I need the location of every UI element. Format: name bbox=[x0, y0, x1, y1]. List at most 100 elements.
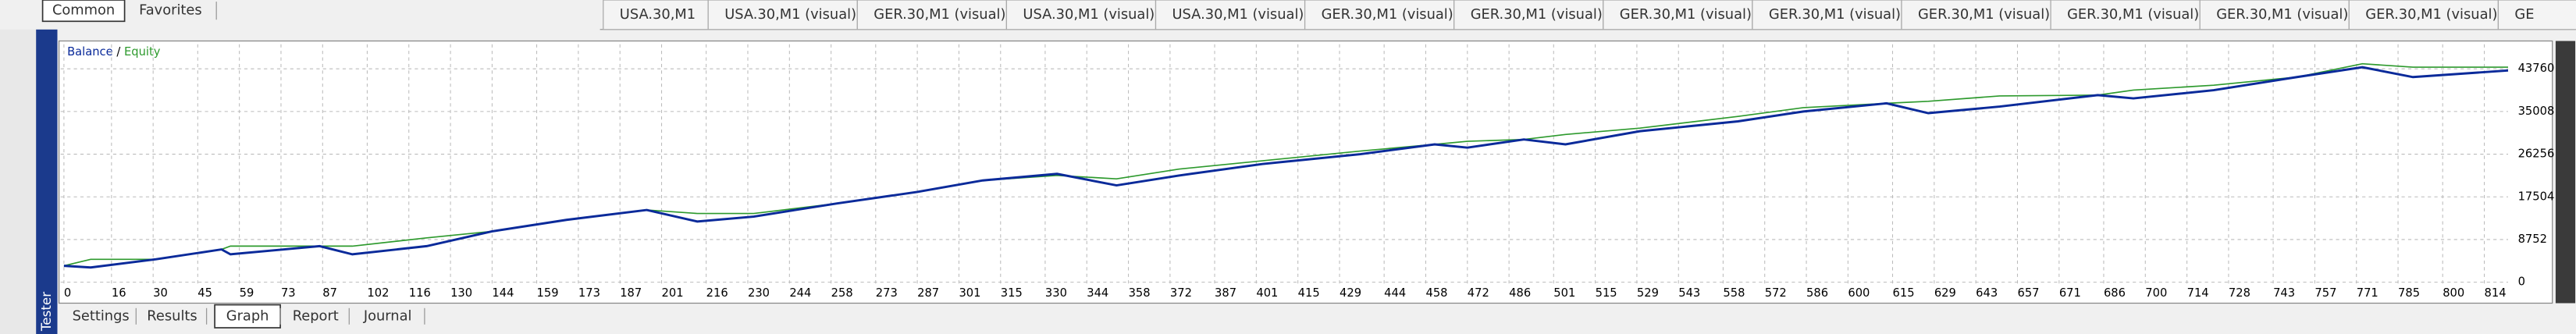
x-tick-label: 116 bbox=[409, 286, 431, 300]
x-tick-label: 700 bbox=[2145, 286, 2167, 300]
tab[interactable] bbox=[66, 304, 137, 328]
x-tick-label: 529 bbox=[1637, 286, 1659, 300]
x-tick-label: 800 bbox=[2443, 286, 2464, 300]
x-tick-label: 87 bbox=[322, 286, 337, 300]
x-tick-label: 358 bbox=[1129, 286, 1151, 300]
x-tick-label: 102 bbox=[367, 286, 389, 300]
x-tick-label: 201 bbox=[662, 286, 684, 300]
chart-tab-label[interactable]: GER.30,M1 (visual) bbox=[1322, 6, 1453, 23]
left-gutter bbox=[0, 29, 37, 334]
x-tick-label: 330 bbox=[1045, 286, 1067, 300]
x-tick-label: 771 bbox=[2357, 286, 2379, 300]
x-tick-label: 472 bbox=[1468, 286, 1489, 300]
chart-tab-label[interactable]: USA.30,M1 (visual) bbox=[1023, 6, 1155, 23]
chart-tab-label[interactable]: GER.30,M1 (visual) bbox=[1471, 6, 1603, 23]
scrollbar bbox=[2555, 41, 2576, 304]
legend-sep: / bbox=[113, 45, 124, 59]
bottom-tab[interactable]: Journal bbox=[363, 307, 412, 324]
chart-tab-label[interactable]: GER.30,M1 (visual) bbox=[2365, 6, 2497, 23]
chart-tab-label[interactable]: GER.30,M1 (visual) bbox=[1620, 6, 1752, 23]
tab[interactable] bbox=[350, 304, 425, 328]
x-tick-label: 558 bbox=[1723, 286, 1745, 300]
x-tick-label: 73 bbox=[281, 286, 296, 300]
series-line bbox=[63, 62, 2508, 267]
tab[interactable] bbox=[282, 304, 350, 328]
chart-tab[interactable] bbox=[2050, 0, 2201, 30]
x-tick-label: 287 bbox=[917, 286, 939, 300]
chart-tab[interactable] bbox=[2497, 0, 2576, 30]
tab-selected[interactable] bbox=[41, 0, 126, 23]
x-tick-label: 686 bbox=[2104, 286, 2126, 300]
x-tick-label: 387 bbox=[1215, 286, 1236, 300]
chart-tab[interactable] bbox=[1155, 0, 1306, 30]
chart-tab-label[interactable]: USA.30,M1 (visual) bbox=[1172, 6, 1304, 23]
chart-tab[interactable] bbox=[1901, 0, 2051, 30]
x-tick-label: 59 bbox=[240, 286, 254, 300]
x-tick-label: 173 bbox=[578, 286, 600, 300]
x-tick-label: 0 bbox=[64, 286, 71, 300]
chart-tab[interactable] bbox=[1603, 0, 1753, 30]
x-tick-label: 657 bbox=[2017, 286, 2039, 300]
x-tick-label: 543 bbox=[1678, 286, 1700, 300]
x-tick-label: 515 bbox=[1596, 286, 1617, 300]
chart-tab-label[interactable]: GER.30,M1 (visual) bbox=[2067, 6, 2199, 23]
legend-equity: Equity bbox=[124, 45, 161, 59]
y-tick-label: 0 bbox=[2518, 275, 2525, 289]
y-tick-label: 43760 bbox=[2518, 62, 2555, 75]
x-tick-label: 244 bbox=[789, 286, 811, 300]
x-tick-label: 586 bbox=[1806, 286, 1828, 300]
chart-tab-label[interactable]: GER.30,M1 (visual) bbox=[2216, 6, 2348, 23]
x-tick-label: 714 bbox=[2187, 286, 2209, 300]
x-tick-label: 315 bbox=[1001, 286, 1023, 300]
chart-tab-label[interactable]: USA.30,M1 bbox=[620, 6, 696, 23]
x-tick-label: 785 bbox=[2398, 286, 2420, 300]
bottom-tab[interactable]: Results bbox=[147, 307, 197, 324]
tab[interactable] bbox=[137, 304, 207, 328]
chart-tab[interactable] bbox=[2199, 0, 2350, 30]
chart-frame bbox=[58, 40, 2553, 304]
chart-tab-label[interactable]: USA.30,M1 (visual) bbox=[724, 6, 856, 23]
x-tick-label: 16 bbox=[112, 286, 126, 300]
x-tick-label: 757 bbox=[2314, 286, 2336, 300]
x-tick-label: 144 bbox=[492, 286, 514, 300]
x-tick-label: 615 bbox=[1893, 286, 1915, 300]
x-tick-label: 273 bbox=[876, 286, 898, 300]
x-tick-label: 501 bbox=[1553, 286, 1575, 300]
x-tick-label: 629 bbox=[1934, 286, 1956, 300]
y-tick-label: 26256 bbox=[2518, 147, 2555, 161]
series-line bbox=[63, 66, 2509, 269]
x-tick-label: 130 bbox=[450, 286, 472, 300]
x-tick-label: 572 bbox=[1765, 286, 1787, 300]
x-tick-label: 458 bbox=[1425, 286, 1447, 300]
chart-tab[interactable] bbox=[856, 0, 1008, 30]
x-tick-label: 159 bbox=[537, 286, 559, 300]
y-tick-label: 35008 bbox=[2518, 105, 2555, 118]
bottom-tab[interactable]: Settings bbox=[73, 307, 130, 324]
chart-tab-label[interactable]: GE bbox=[2514, 6, 2534, 23]
y-tick-label: 17504 bbox=[2518, 190, 2555, 203]
x-tick-label: 429 bbox=[1340, 286, 1361, 300]
bottom-tab[interactable]: Report bbox=[293, 307, 339, 324]
side-panel-bar bbox=[36, 29, 58, 334]
y-tick-label: 8752 bbox=[2518, 233, 2547, 246]
x-tick-label: 600 bbox=[1848, 286, 1870, 300]
x-tick-label: 444 bbox=[1384, 286, 1406, 300]
chart-tab-label[interactable]: GER.30,M1 (visual) bbox=[1918, 6, 2050, 23]
top-tab[interactable]: Common bbox=[52, 2, 115, 19]
x-tick-label: 258 bbox=[831, 286, 853, 300]
x-tick-label: 643 bbox=[1976, 286, 1998, 300]
chart-tab-label[interactable]: GER.30,M1 (visual) bbox=[873, 6, 1005, 23]
bottom-tab[interactable]: Graph bbox=[226, 307, 269, 324]
chart-tab-label[interactable]: GER.30,M1 (visual) bbox=[1769, 6, 1901, 23]
x-tick-label: 372 bbox=[1170, 286, 1192, 300]
x-tick-label: 344 bbox=[1087, 286, 1108, 300]
legend: Balance / Equity bbox=[67, 45, 161, 59]
x-tick-label: 415 bbox=[1298, 286, 1320, 300]
x-tick-label: 230 bbox=[748, 286, 770, 300]
x-tick-label: 301 bbox=[959, 286, 980, 300]
chart-tab[interactable] bbox=[2348, 0, 2500, 30]
x-tick-label: 486 bbox=[1509, 286, 1531, 300]
top-tab[interactable]: Favorites bbox=[139, 2, 202, 19]
